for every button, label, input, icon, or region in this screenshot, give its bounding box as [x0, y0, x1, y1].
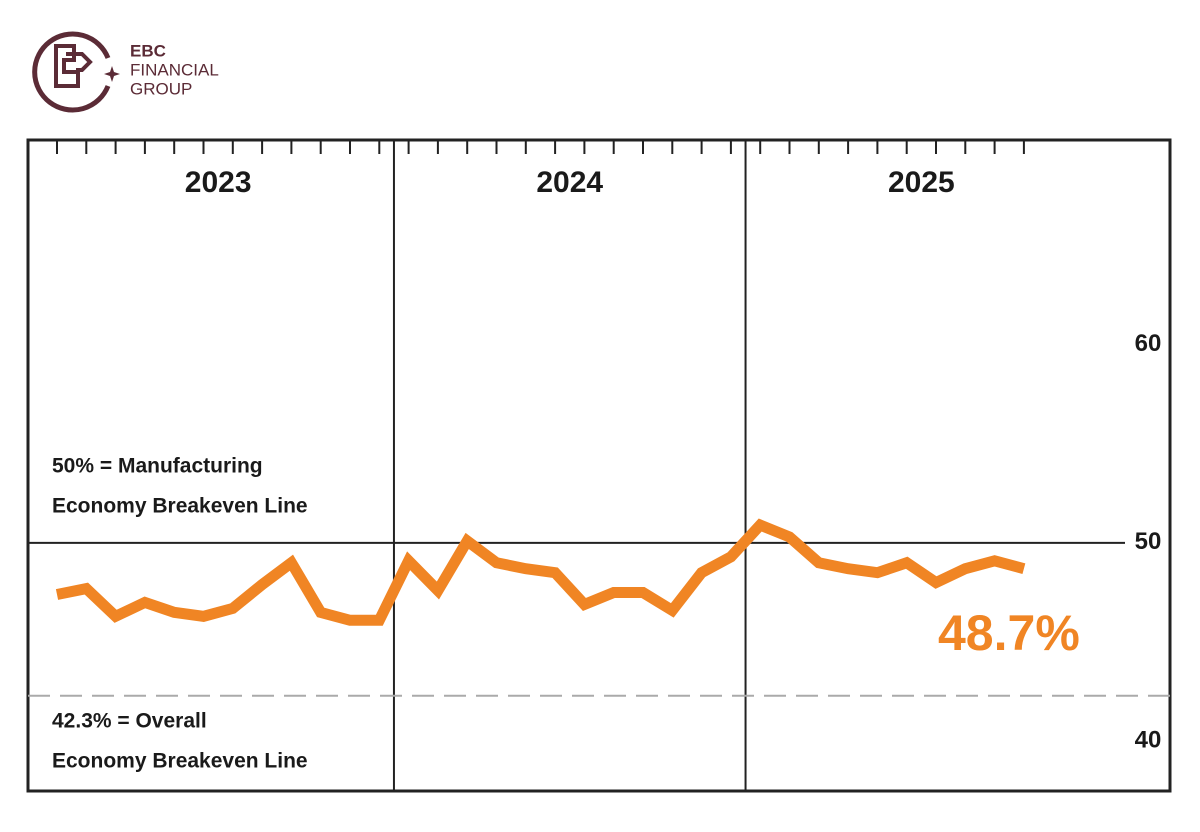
- logo-text: GROUP: [130, 79, 192, 98]
- reference-label: 50% = Manufacturing: [52, 454, 263, 477]
- x-group-label: 2024: [536, 166, 603, 199]
- x-group-label: 2023: [185, 166, 252, 199]
- value-label: 48.7%: [938, 605, 1080, 661]
- x-group-label: 2025: [888, 166, 955, 199]
- logo-star: [104, 66, 120, 82]
- data-line: [55, 518, 1026, 626]
- reference-label: Economy Breakeven Line: [52, 494, 308, 517]
- logo: EBC FINANCIAL GROUP: [32, 31, 219, 113]
- chart-frame: [26, 138, 1172, 793]
- y-tick-label: 40: [1135, 727, 1162, 754]
- reference-label: 42.3% = Overall: [52, 709, 207, 732]
- logo-mark: [54, 44, 93, 88]
- logo-ring: [32, 31, 111, 113]
- reference-label: Economy Breakeven Line: [52, 749, 308, 772]
- y-tick-label: 60: [1135, 330, 1162, 357]
- y-tick-label: 50: [1135, 528, 1162, 555]
- logo-text: EBC: [130, 41, 166, 60]
- logo-text: FINANCIAL: [130, 60, 219, 79]
